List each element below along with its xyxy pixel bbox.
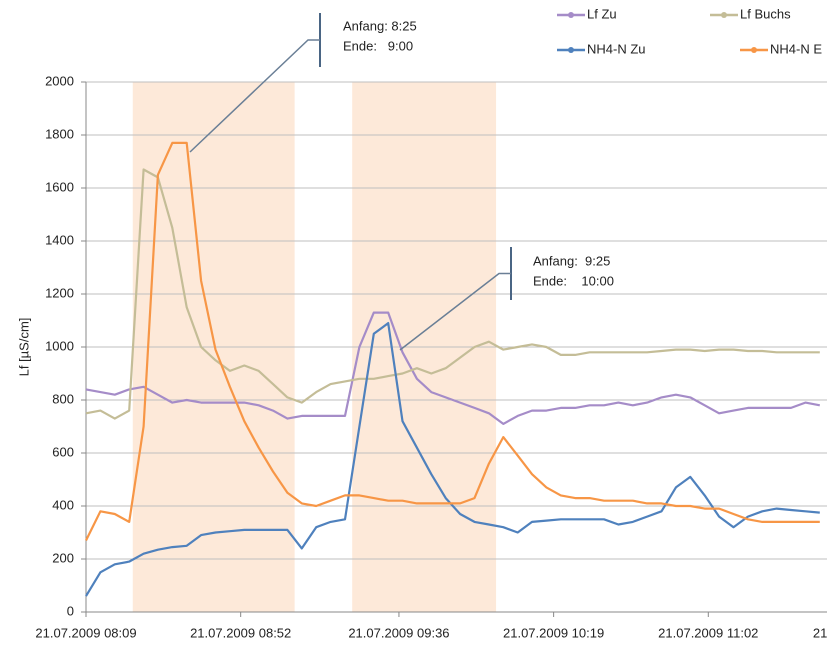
legend-label: NH4-N E — [770, 41, 822, 56]
x-tick-label: 21.07.2009 10:19 — [503, 625, 604, 640]
y-tick-label: 1600 — [45, 179, 74, 194]
legend-marker — [568, 12, 574, 18]
y-tick-label: 1200 — [45, 285, 74, 300]
series-line — [85, 322, 820, 597]
y-axis-label: Lf [µS/cm] — [16, 318, 31, 377]
y-tick-label: 400 — [52, 497, 74, 512]
y-tick-label: 0 — [67, 603, 74, 618]
series-line — [85, 141, 820, 541]
annotation-text: Ende: 9:00 — [343, 38, 413, 53]
x-tick-label: 21.07.2009 11:45 — [813, 625, 827, 640]
annotation-text: Anfang: 9:25 — [533, 253, 610, 268]
x-tick-label: 21.07.2009 08:52 — [190, 625, 291, 640]
y-tick-label: 2000 — [45, 73, 74, 88]
x-tick-label: 21.07.2009 08:09 — [35, 625, 136, 640]
x-tick-label: 21.07.2009 09:36 — [348, 625, 449, 640]
y-tick-label: 800 — [52, 391, 74, 406]
legend-marker — [721, 12, 727, 18]
series-line — [85, 168, 820, 420]
legend-marker — [568, 47, 574, 53]
y-tick-label: 600 — [52, 444, 74, 459]
annotation-leader — [399, 272, 511, 351]
series-line — [85, 311, 821, 425]
y-tick-label: 1000 — [45, 338, 74, 353]
x-tick-label: 21.07.2009 11:02 — [658, 625, 758, 640]
y-tick-label: 1800 — [45, 126, 74, 141]
legend-label: NH4-N Zu — [587, 41, 646, 56]
legend-label: Lf Buchs — [740, 6, 791, 21]
legend-label: Lf Zu — [587, 6, 617, 21]
annotation-leader — [189, 39, 320, 153]
y-tick-label: 1400 — [45, 232, 74, 247]
y-tick-label: 200 — [52, 550, 74, 565]
annotation-text: Ende: 10:00 — [533, 273, 614, 288]
legend-marker — [751, 47, 757, 53]
annotation-text: Anfang: 8:25 — [343, 18, 417, 33]
